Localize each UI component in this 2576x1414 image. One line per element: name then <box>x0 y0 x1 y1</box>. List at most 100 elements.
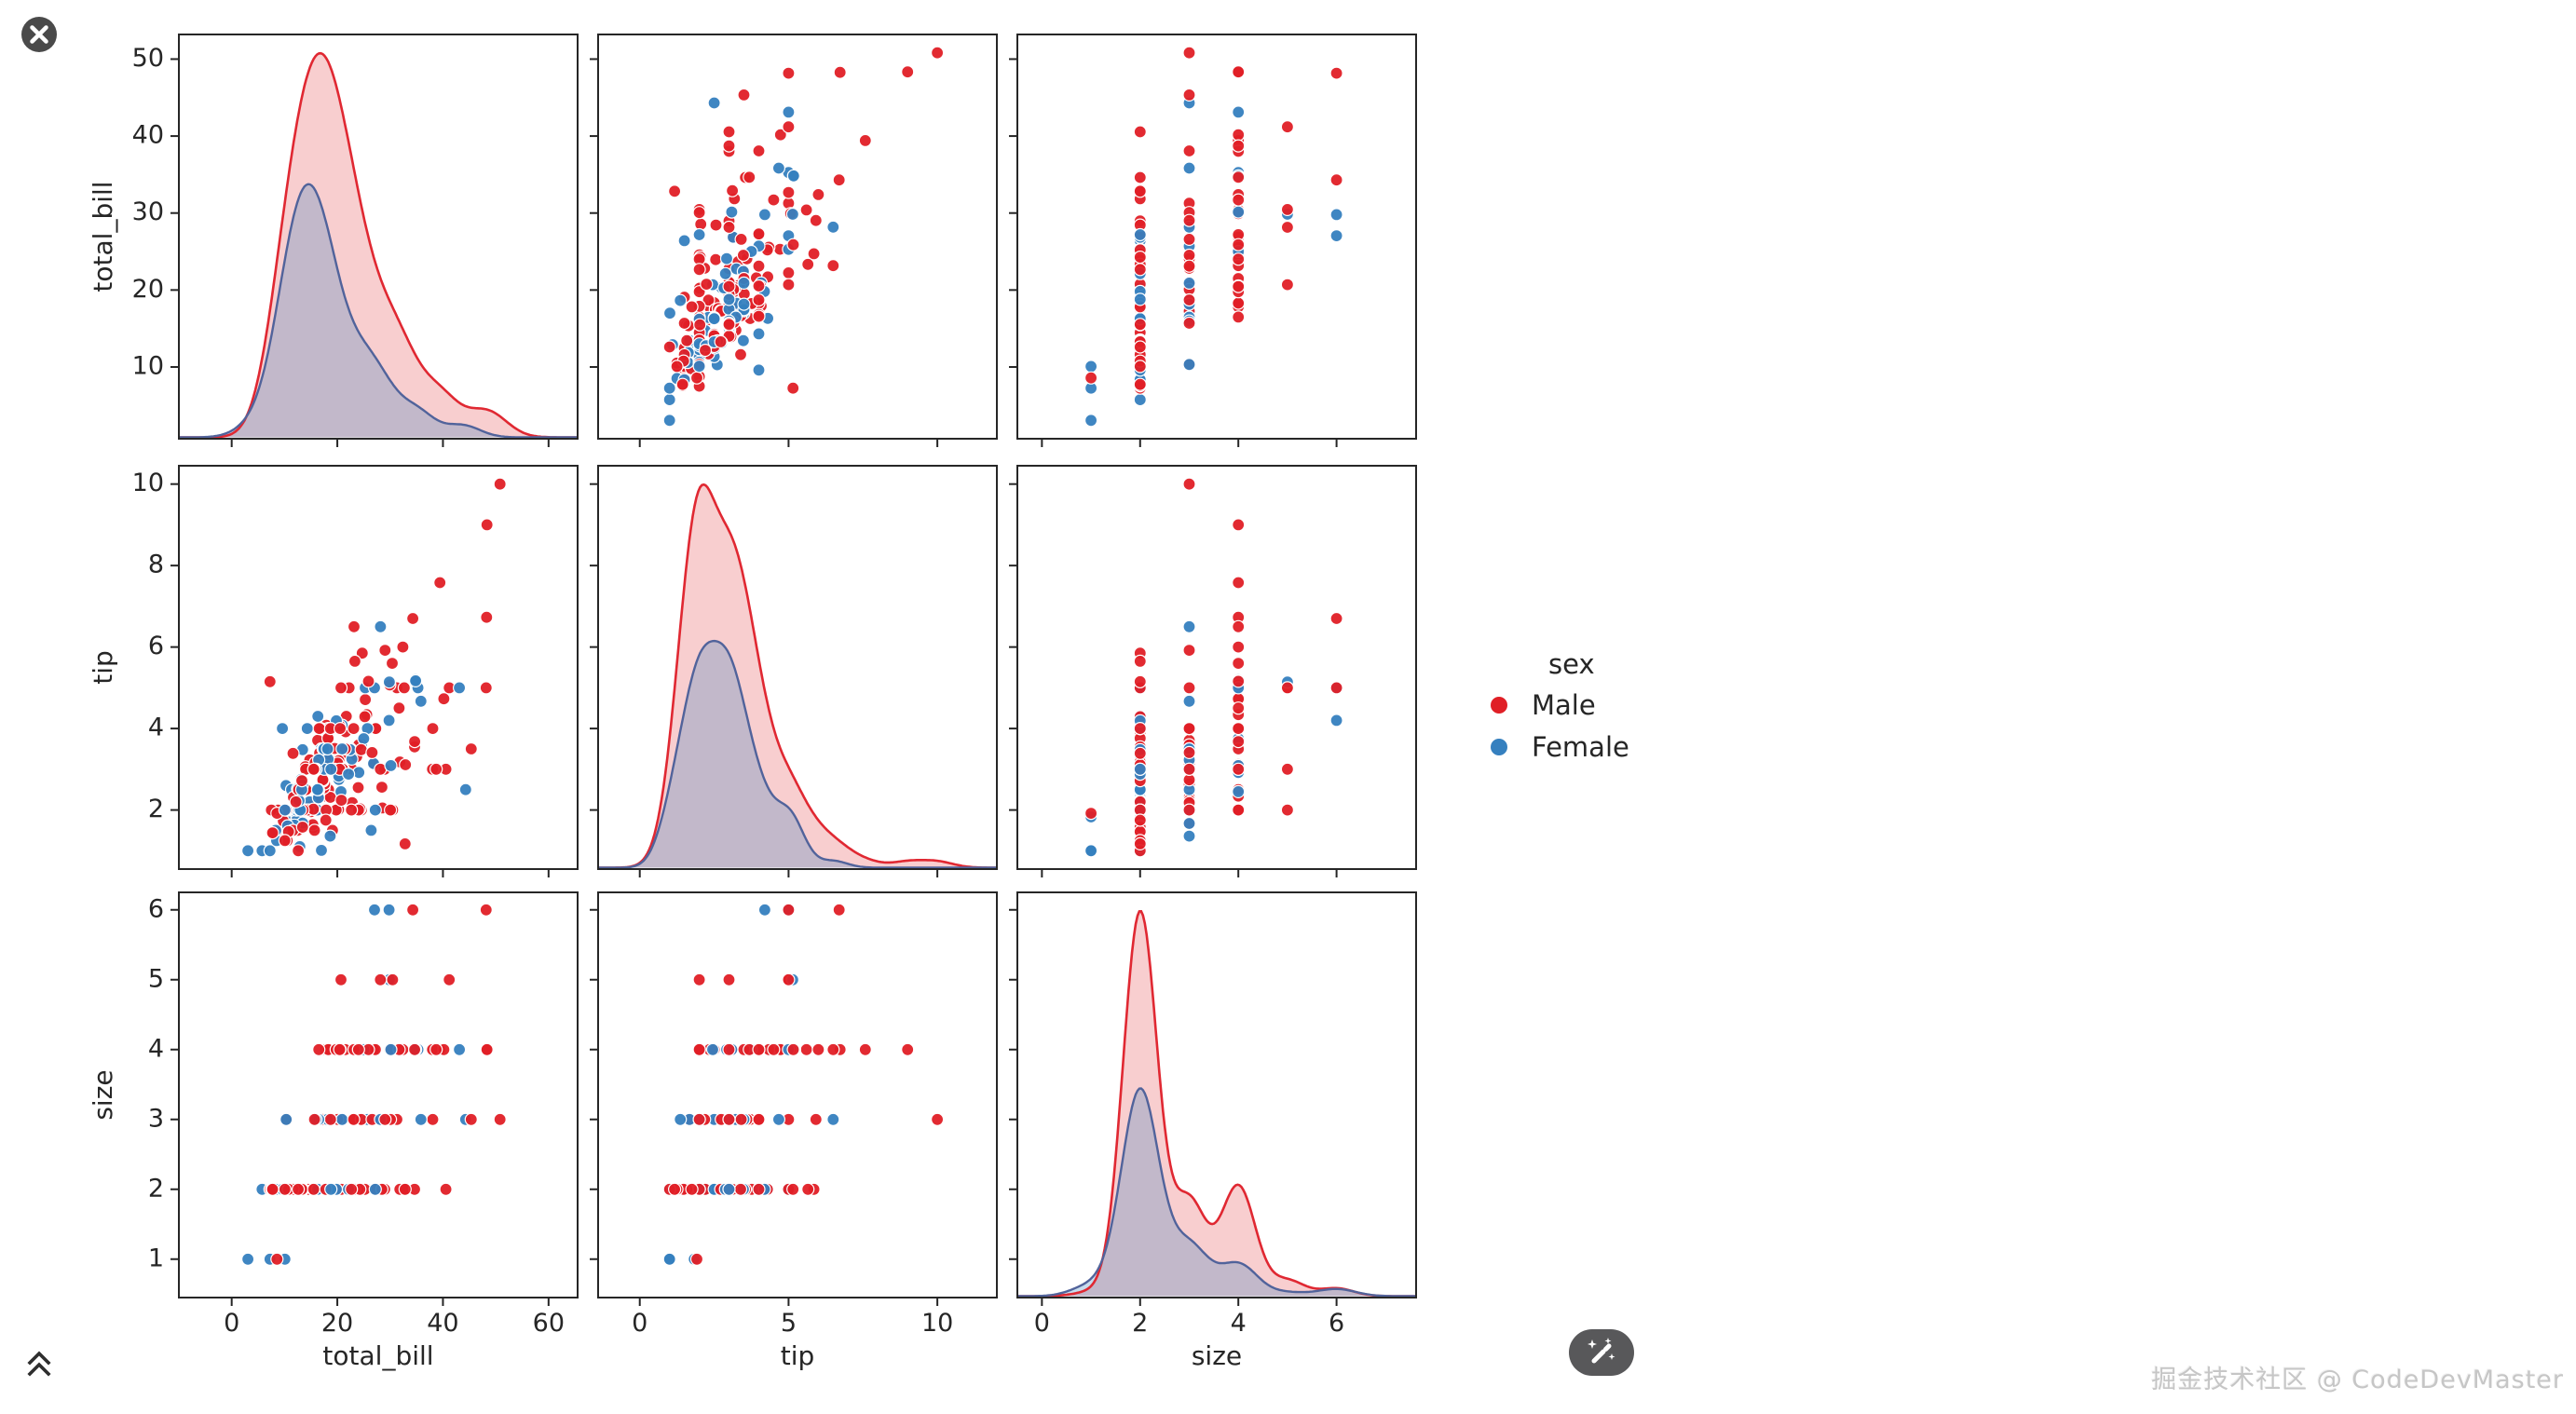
data-point <box>1232 139 1246 153</box>
data-point <box>689 371 704 385</box>
close-button[interactable] <box>20 16 58 53</box>
panel-border <box>1016 465 1417 870</box>
data-point <box>1182 292 1196 307</box>
data-point <box>278 803 292 817</box>
data-point <box>1084 360 1098 374</box>
data-point <box>771 161 786 175</box>
data-point <box>386 972 400 986</box>
data-point <box>368 803 382 817</box>
data-point <box>782 185 796 199</box>
data-point <box>707 96 721 110</box>
data-point <box>1133 251 1147 265</box>
data-point <box>241 1252 255 1266</box>
data-point <box>773 128 787 142</box>
data-point <box>662 306 677 320</box>
data-point <box>734 232 748 246</box>
data-point <box>311 709 325 724</box>
data-point <box>709 218 723 232</box>
data-point <box>692 360 706 374</box>
data-point <box>782 120 796 134</box>
kde-fill-female <box>598 641 997 868</box>
data-point <box>1232 238 1246 252</box>
data-point <box>677 234 691 248</box>
kde-fill-male <box>598 484 997 868</box>
panel-border <box>597 465 998 870</box>
data-point <box>266 825 279 840</box>
data-point <box>396 640 410 654</box>
data-point <box>1084 844 1098 858</box>
legend-item-male: Male <box>1479 689 1629 721</box>
data-point <box>1133 318 1147 332</box>
data-point <box>300 721 314 736</box>
data-point <box>1182 358 1196 372</box>
data-point <box>722 318 736 332</box>
data-point <box>1182 161 1196 175</box>
scroll-top-button[interactable] <box>20 1345 58 1382</box>
data-point <box>414 694 428 708</box>
magic-wand-button[interactable] <box>1569 1329 1634 1376</box>
x-tick-label: 2 <box>1132 1309 1148 1338</box>
data-point <box>292 1182 306 1196</box>
y-axis-label: total_bill <box>88 181 118 292</box>
data-point <box>757 208 772 222</box>
data-point <box>361 674 375 688</box>
data-point <box>368 1182 382 1196</box>
data-point <box>479 903 493 917</box>
data-point <box>399 757 413 772</box>
data-point <box>662 381 676 395</box>
data-point <box>345 803 359 817</box>
data-point <box>736 333 751 347</box>
data-point <box>1232 721 1246 736</box>
data-point <box>662 340 676 354</box>
data-point <box>464 741 478 756</box>
data-point <box>1182 829 1196 843</box>
data-point <box>1133 170 1147 184</box>
data-point <box>358 710 372 724</box>
data-point <box>675 377 689 391</box>
data-point <box>480 518 494 532</box>
y-axis-label: tip <box>88 650 118 685</box>
panel-border <box>1016 34 1417 440</box>
data-point <box>1084 371 1098 385</box>
data-point <box>307 823 321 837</box>
data-point <box>752 259 766 273</box>
data-point <box>398 836 412 851</box>
data-point <box>722 279 736 293</box>
close-icon <box>21 17 57 52</box>
x-tick-label: 0 <box>632 1309 647 1338</box>
data-point <box>429 1042 443 1056</box>
data-point <box>930 46 945 60</box>
data-point <box>670 360 684 374</box>
data-point <box>801 1182 815 1196</box>
data-point <box>1232 279 1246 293</box>
data-point <box>1133 721 1147 736</box>
data-point <box>1182 232 1196 246</box>
data-point <box>1182 694 1196 708</box>
kde-line-female <box>179 183 578 439</box>
data-point <box>1133 762 1147 776</box>
data-point <box>833 65 847 79</box>
data-point <box>342 767 356 782</box>
data-point <box>737 276 751 290</box>
data-point <box>722 1112 736 1126</box>
data-point <box>241 844 255 858</box>
data-point <box>480 1042 494 1056</box>
data-point <box>692 972 706 986</box>
data-point <box>1182 46 1196 60</box>
data-point <box>692 263 706 277</box>
legend-title: sex <box>1548 648 1595 680</box>
data-point <box>1329 173 1343 187</box>
y-axis-label: size <box>88 1069 118 1120</box>
data-point <box>1232 296 1246 310</box>
data-point <box>662 393 676 407</box>
data-point <box>355 646 369 660</box>
data-point <box>312 721 326 736</box>
data-point <box>314 843 329 858</box>
data-point <box>737 88 751 102</box>
data-point <box>809 213 823 227</box>
data-point <box>722 139 736 153</box>
y-tick-label: 20 <box>132 275 164 304</box>
data-point <box>1182 316 1196 331</box>
data-point <box>453 1042 467 1056</box>
